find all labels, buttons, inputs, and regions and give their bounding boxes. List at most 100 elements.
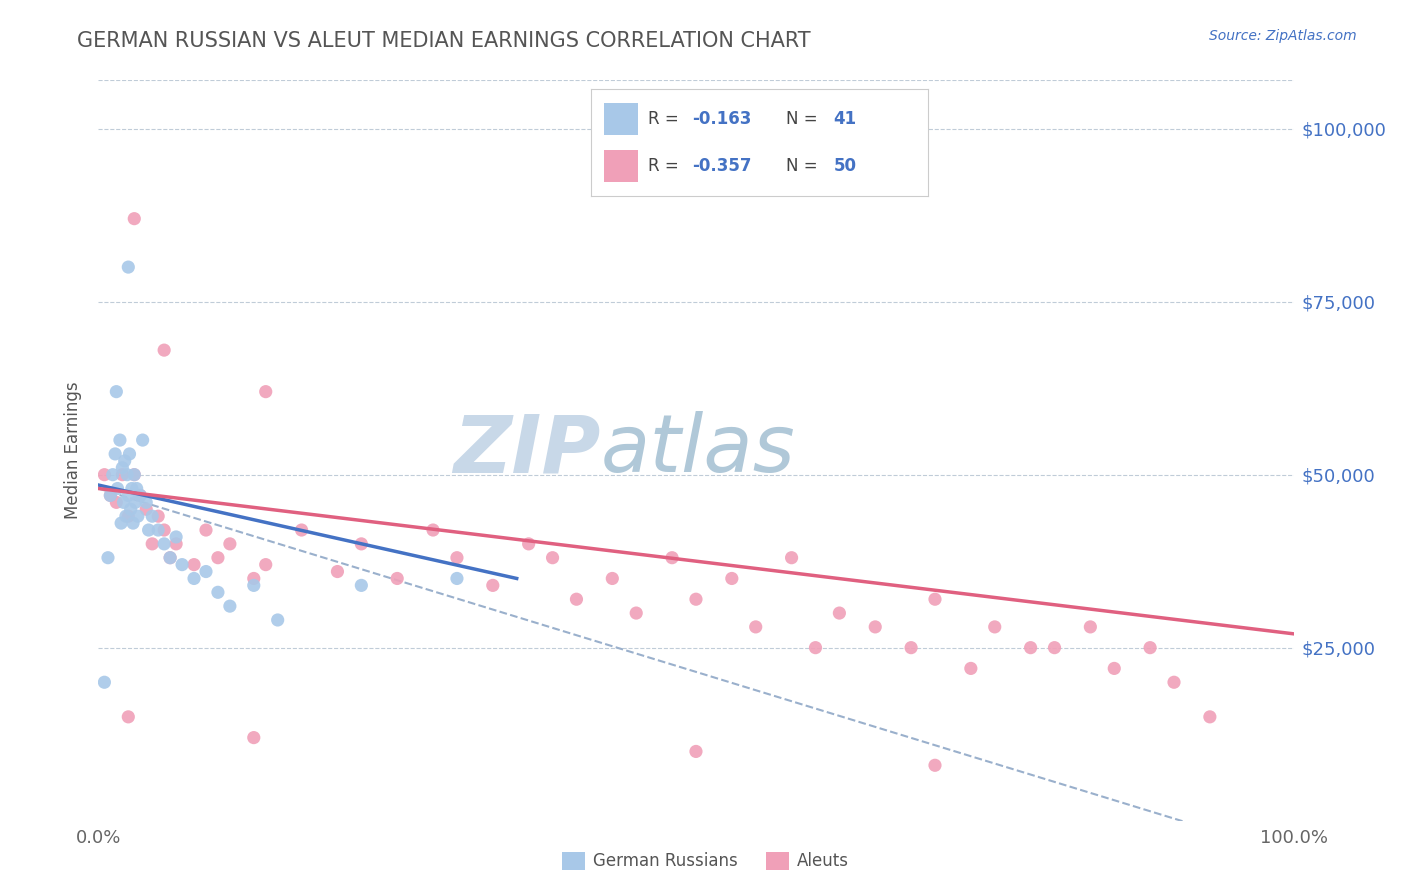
Point — [98, 488, 122, 502]
Text: GERMAN RUSSIAN VS ALEUT MEDIAN EARNINGS CORRELATION CHART: GERMAN RUSSIAN VS ALEUT MEDIAN EARNINGS … — [77, 31, 811, 51]
Point — [350, 578, 373, 592]
Point — [120, 502, 142, 516]
Point — [267, 613, 290, 627]
Text: N =: N = — [786, 157, 823, 175]
Point — [124, 211, 146, 226]
Point — [924, 758, 946, 772]
Point — [127, 509, 149, 524]
Point — [900, 640, 922, 655]
Point — [111, 460, 134, 475]
Point — [1104, 661, 1126, 675]
Point — [172, 558, 194, 572]
Point — [984, 620, 1007, 634]
Point — [243, 578, 266, 592]
Point — [446, 572, 468, 586]
Text: Aleuts: Aleuts — [797, 852, 849, 870]
Point — [107, 482, 129, 496]
Point — [125, 482, 148, 496]
Point — [97, 550, 120, 565]
Point — [602, 572, 624, 586]
Point — [115, 509, 138, 524]
Point — [93, 675, 115, 690]
Point — [105, 495, 128, 509]
Point — [446, 550, 468, 565]
Point — [865, 620, 887, 634]
Point — [129, 488, 152, 502]
Point — [111, 467, 134, 482]
Point — [117, 260, 139, 274]
Point — [1199, 710, 1222, 724]
Point — [98, 488, 122, 502]
Point — [207, 550, 229, 565]
Point — [129, 488, 152, 502]
Point — [1043, 640, 1066, 655]
Point — [661, 550, 683, 565]
Point — [183, 572, 205, 586]
Point — [104, 447, 127, 461]
Point — [745, 620, 768, 634]
Point — [780, 550, 803, 565]
Point — [291, 523, 314, 537]
Point — [960, 661, 983, 675]
Point — [153, 343, 176, 358]
Point — [1019, 640, 1042, 655]
Text: Source: ZipAtlas.com: Source: ZipAtlas.com — [1209, 29, 1357, 43]
Point — [121, 482, 143, 496]
Point — [108, 433, 131, 447]
Point — [183, 558, 205, 572]
Point — [804, 640, 827, 655]
Point — [124, 467, 146, 482]
Text: R =: R = — [648, 111, 683, 128]
Point — [626, 606, 648, 620]
Point — [219, 599, 242, 614]
Point — [118, 447, 141, 461]
Point — [101, 467, 124, 482]
Point — [165, 530, 187, 544]
Text: 50: 50 — [834, 157, 856, 175]
Point — [153, 523, 176, 537]
Point — [115, 467, 138, 482]
Point — [685, 592, 707, 607]
Point — [148, 509, 170, 524]
Text: ZIP: ZIP — [453, 411, 600, 490]
Point — [721, 572, 744, 586]
Point — [1163, 675, 1185, 690]
Point — [565, 592, 588, 607]
Point — [422, 523, 444, 537]
Point — [159, 550, 181, 565]
Text: -0.163: -0.163 — [692, 111, 751, 128]
Text: German Russians: German Russians — [593, 852, 738, 870]
Point — [517, 537, 540, 551]
Y-axis label: Median Earnings: Median Earnings — [65, 382, 83, 519]
Point — [124, 467, 146, 482]
Point — [117, 509, 139, 524]
Point — [254, 384, 277, 399]
Point — [481, 578, 505, 592]
Point — [117, 710, 139, 724]
Point — [254, 558, 277, 572]
Text: atlas: atlas — [600, 411, 796, 490]
Point — [207, 585, 229, 599]
Point — [141, 537, 163, 551]
Point — [159, 550, 181, 565]
Text: R =: R = — [648, 157, 683, 175]
Point — [195, 523, 218, 537]
Point — [131, 433, 153, 447]
Point — [110, 516, 132, 530]
Point — [828, 606, 851, 620]
Text: N =: N = — [786, 111, 823, 128]
Point — [138, 523, 160, 537]
Point — [135, 495, 157, 509]
Point — [243, 572, 266, 586]
Point — [924, 592, 946, 607]
Point — [141, 509, 163, 524]
Point — [1080, 620, 1102, 634]
Point — [385, 572, 409, 586]
Point — [326, 565, 349, 579]
Point — [105, 384, 128, 399]
Point — [541, 550, 564, 565]
Point — [195, 565, 218, 579]
Point — [122, 516, 145, 530]
Text: 41: 41 — [834, 111, 856, 128]
Point — [153, 537, 176, 551]
